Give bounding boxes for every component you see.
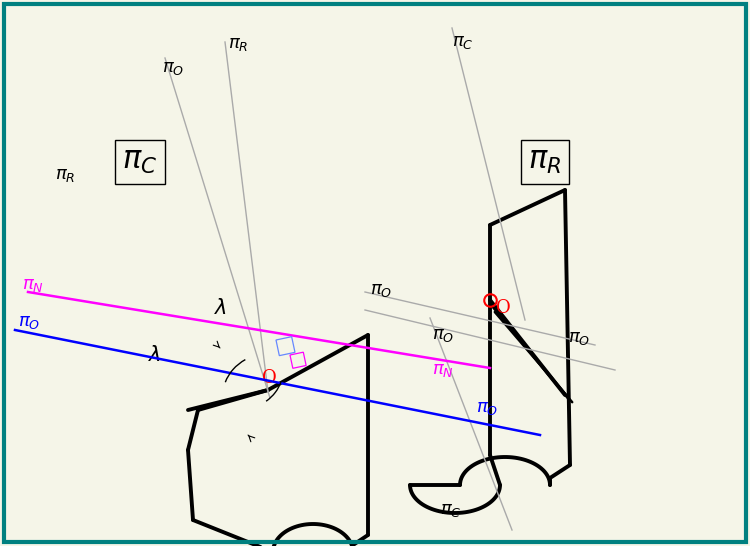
- Text: O: O: [496, 299, 511, 317]
- Text: $\pi_C$: $\pi_C$: [122, 147, 158, 176]
- Text: $\pi_O$: $\pi_O$: [432, 326, 454, 344]
- Bar: [290, 352, 306, 369]
- Bar: [276, 337, 295, 355]
- Text: $\pi_R$: $\pi_R$: [228, 35, 248, 53]
- Text: $\lambda$: $\lambda$: [148, 345, 161, 365]
- Text: $\pi_C$: $\pi_C$: [452, 33, 473, 51]
- Text: $\pi_R$: $\pi_R$: [55, 166, 76, 184]
- Text: $\pi_R$: $\pi_R$: [529, 147, 562, 176]
- Text: $\pi_O$: $\pi_O$: [568, 329, 590, 347]
- Text: $\pi_N$: $\pi_N$: [432, 361, 454, 379]
- Text: $\pi_O$: $\pi_O$: [162, 59, 184, 77]
- Text: $\pi_N$: $\pi_N$: [22, 276, 44, 294]
- Text: $\pi_O$: $\pi_O$: [476, 399, 498, 417]
- Text: $\lambda$: $\lambda$: [214, 298, 227, 318]
- Text: $\pi_O$: $\pi_O$: [18, 313, 40, 331]
- Text: $\pi_C$: $\pi_C$: [440, 501, 461, 519]
- Text: O: O: [262, 369, 277, 387]
- Text: $\pi_O$: $\pi_O$: [370, 281, 392, 299]
